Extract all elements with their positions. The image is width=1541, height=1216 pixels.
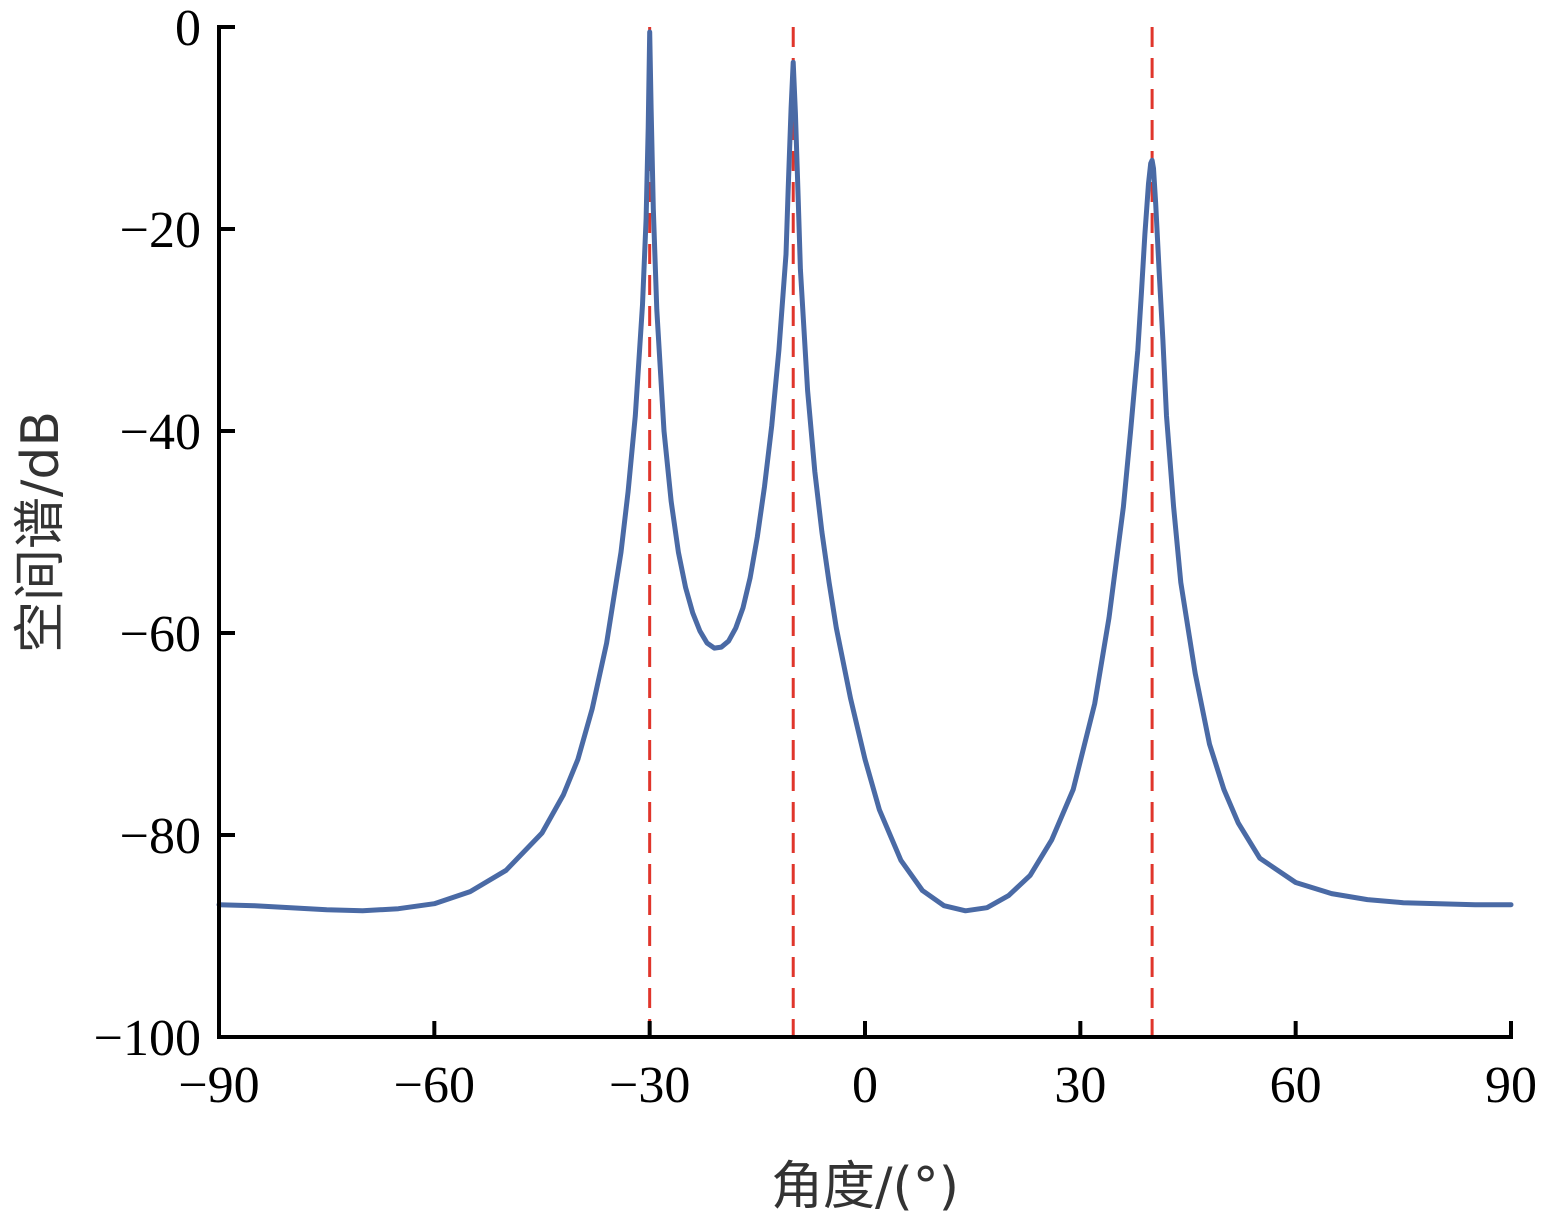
ticks xyxy=(217,25,1513,1039)
x-tick-label-0: −90 xyxy=(178,1057,259,1114)
y-tick-label-4: −80 xyxy=(120,808,201,865)
tick-labels: −90 −60 −30 0 30 60 90 0 −20 −40 −60 −80 −100 xyxy=(94,0,1537,1114)
x-tick-label-3: 0 xyxy=(852,1057,878,1114)
y-tick-label-2: −40 xyxy=(120,404,201,461)
x-tick-label-5: 60 xyxy=(1270,1057,1322,1114)
spectrum-series xyxy=(216,29,1514,914)
x-tick-label-6: 90 xyxy=(1485,1057,1537,1114)
x-tick-label-1: −60 xyxy=(394,1057,475,1114)
x-axis-label: 角度/(°) xyxy=(771,1157,959,1216)
spectrum-line-0 xyxy=(216,29,1514,914)
x-tick-label-4: 30 xyxy=(1054,1057,1106,1114)
y-tick-label-3: −60 xyxy=(120,606,201,663)
y-tick-label-5: −100 xyxy=(94,1010,201,1067)
y-axis-label: 空间谱/dB xyxy=(11,411,71,653)
y-tick-label-1: −20 xyxy=(120,202,201,259)
reference-lines xyxy=(648,27,1154,1037)
y-tick-label-0: 0 xyxy=(175,0,201,57)
x-tick-label-2: −30 xyxy=(609,1057,690,1114)
axes xyxy=(217,25,1513,1039)
